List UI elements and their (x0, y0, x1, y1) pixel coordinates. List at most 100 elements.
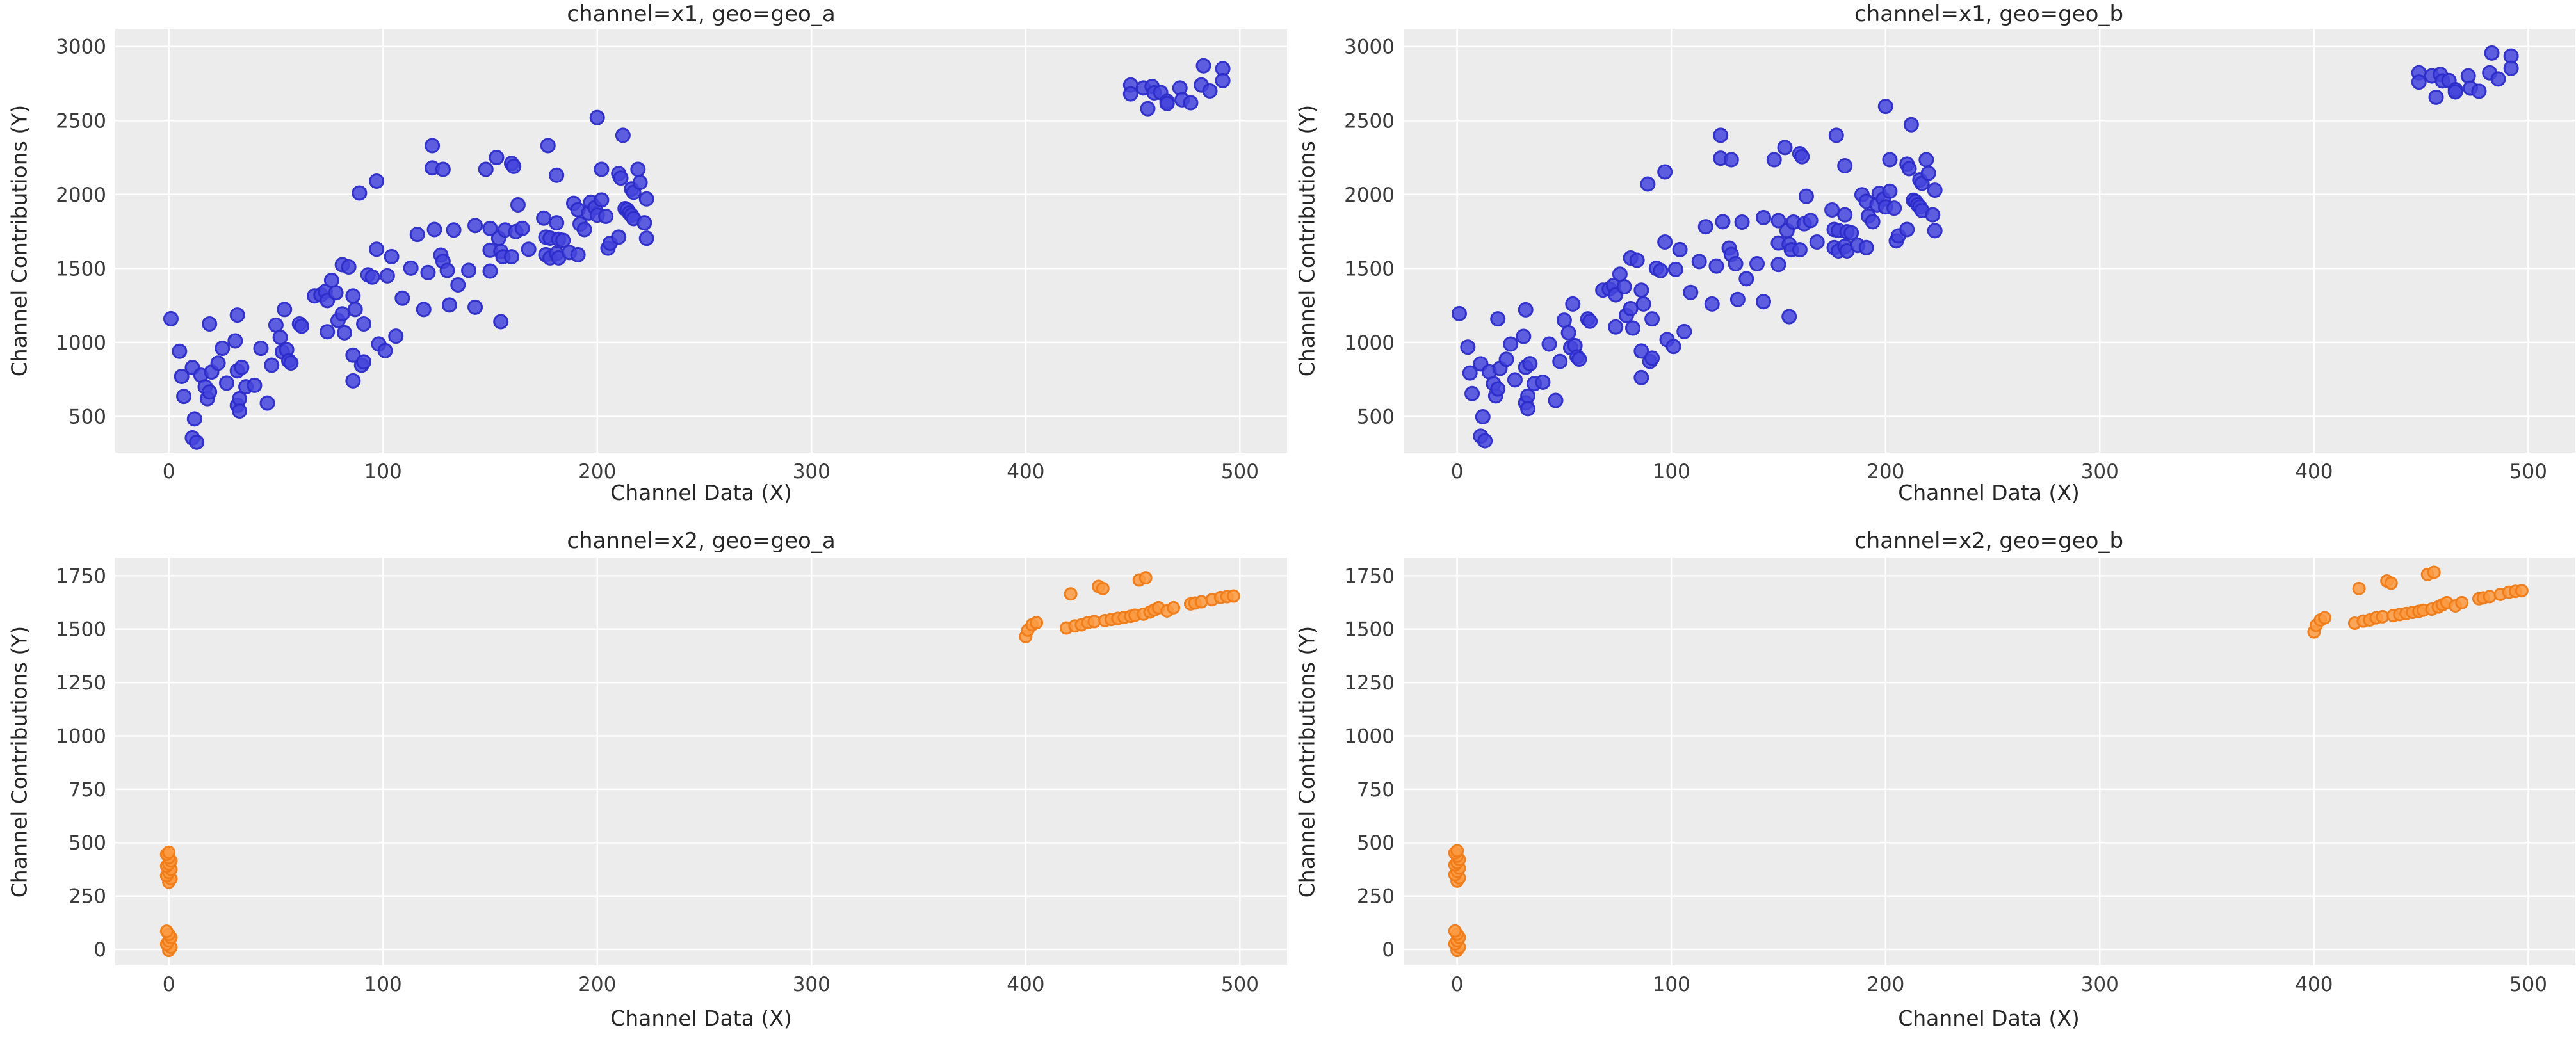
data-point (336, 325, 352, 341)
y-axis-label: Channel Contributions (Y) (1294, 625, 1320, 898)
data-point (227, 333, 243, 349)
data-point (352, 185, 368, 201)
data-point (439, 262, 455, 278)
data-point (555, 232, 571, 248)
data-point (1824, 202, 1840, 218)
subplot-title: channel=x2, geo=geo_a (567, 528, 836, 554)
x-tick-label: 200 (1867, 973, 1904, 996)
data-point (277, 302, 293, 318)
x-tick-label: 500 (1221, 460, 1259, 483)
data-point (1183, 95, 1199, 111)
data-point (446, 222, 462, 238)
data-point (1713, 127, 1729, 143)
data-point (202, 316, 218, 332)
data-point (1708, 258, 1724, 274)
data-point (2427, 565, 2441, 579)
x-axis-label: Channel Data (X) (1898, 1006, 2080, 1031)
data-point (1138, 571, 1153, 585)
data-point (210, 355, 226, 371)
data-point (218, 375, 234, 391)
data-point (1522, 356, 1538, 372)
data-point (1490, 381, 1506, 397)
data-point (264, 357, 280, 373)
data-point (1167, 600, 1181, 615)
data-point (510, 197, 526, 213)
data-point (341, 259, 357, 275)
data-point (1858, 239, 1874, 255)
data-point (1927, 223, 1943, 239)
y-tick-label: 250 (69, 885, 106, 908)
data-point (426, 221, 442, 238)
data-point (1794, 149, 1810, 165)
data-point (1667, 261, 1683, 277)
y-tick-label: 250 (1357, 885, 1395, 908)
x-axis-label: Channel Data (X) (610, 1006, 792, 1031)
data-point (345, 373, 361, 389)
data-point (1096, 581, 1110, 595)
data-point (409, 227, 425, 243)
data-point (403, 260, 419, 276)
data-point (1809, 234, 1825, 250)
data-point (163, 310, 179, 326)
data-point (174, 369, 190, 385)
y-tick-label: 3000 (1344, 36, 1395, 59)
data-point (369, 173, 385, 189)
data-point (1828, 127, 1844, 143)
data-point (2352, 581, 2366, 595)
data-point (615, 127, 631, 143)
y-axis-label: Channel Contributions (Y) (6, 104, 32, 377)
data-point (388, 328, 404, 344)
data-point (1633, 282, 1649, 298)
y-tick-label: 0 (1382, 938, 1395, 962)
data-point (215, 341, 231, 357)
y-tick-label: 500 (69, 832, 106, 855)
x-tick-label: 200 (1867, 460, 1904, 483)
data-point (540, 138, 556, 154)
data-point (1450, 844, 1464, 858)
data-point (636, 215, 652, 231)
y-tick-label: 500 (1357, 832, 1395, 855)
x-tick-label: 100 (364, 460, 402, 483)
x-tick-label: 400 (1007, 973, 1044, 996)
y-tick-label: 0 (93, 938, 106, 962)
data-point (482, 220, 498, 236)
data-point (1657, 164, 1673, 180)
subplot-title: channel=x1, geo=geo_a (567, 1, 836, 27)
data-point (420, 264, 436, 280)
data-point (186, 411, 202, 427)
data-point (1644, 350, 1660, 366)
y-axis-label: Channel Contributions (Y) (1294, 104, 1320, 377)
data-point (2376, 609, 2390, 624)
data-point (1475, 408, 1491, 424)
data-point (514, 220, 530, 236)
data-point (1635, 296, 1651, 312)
data-point (1560, 325, 1576, 341)
data-point (234, 359, 250, 375)
y-tick-label: 1250 (56, 672, 106, 695)
data-point (461, 262, 477, 278)
y-tick-label: 1500 (1344, 257, 1395, 280)
y-tick-label: 1500 (56, 618, 106, 641)
x-tick-label: 400 (2295, 460, 2333, 483)
data-point (493, 314, 509, 330)
data-point (1518, 302, 1534, 318)
x-tick-label: 100 (364, 973, 402, 996)
data-point (1927, 182, 1943, 198)
data-point (1464, 385, 1480, 401)
data-point (450, 277, 466, 293)
data-point (630, 161, 646, 177)
y-tick-label: 1250 (1344, 672, 1395, 695)
data-point (1886, 200, 1902, 216)
data-point (189, 434, 205, 450)
data-point (1087, 615, 1101, 629)
data-point (549, 167, 565, 183)
data-point (1704, 296, 1720, 312)
data-point (1516, 328, 1532, 344)
data-point (1629, 252, 1645, 268)
data-point (594, 192, 610, 208)
data-point (1122, 86, 1138, 102)
data-point (172, 343, 188, 359)
data-point (1520, 388, 1536, 404)
x-tick-label: 300 (2081, 973, 2119, 996)
x-tick-label: 100 (1653, 460, 1690, 483)
